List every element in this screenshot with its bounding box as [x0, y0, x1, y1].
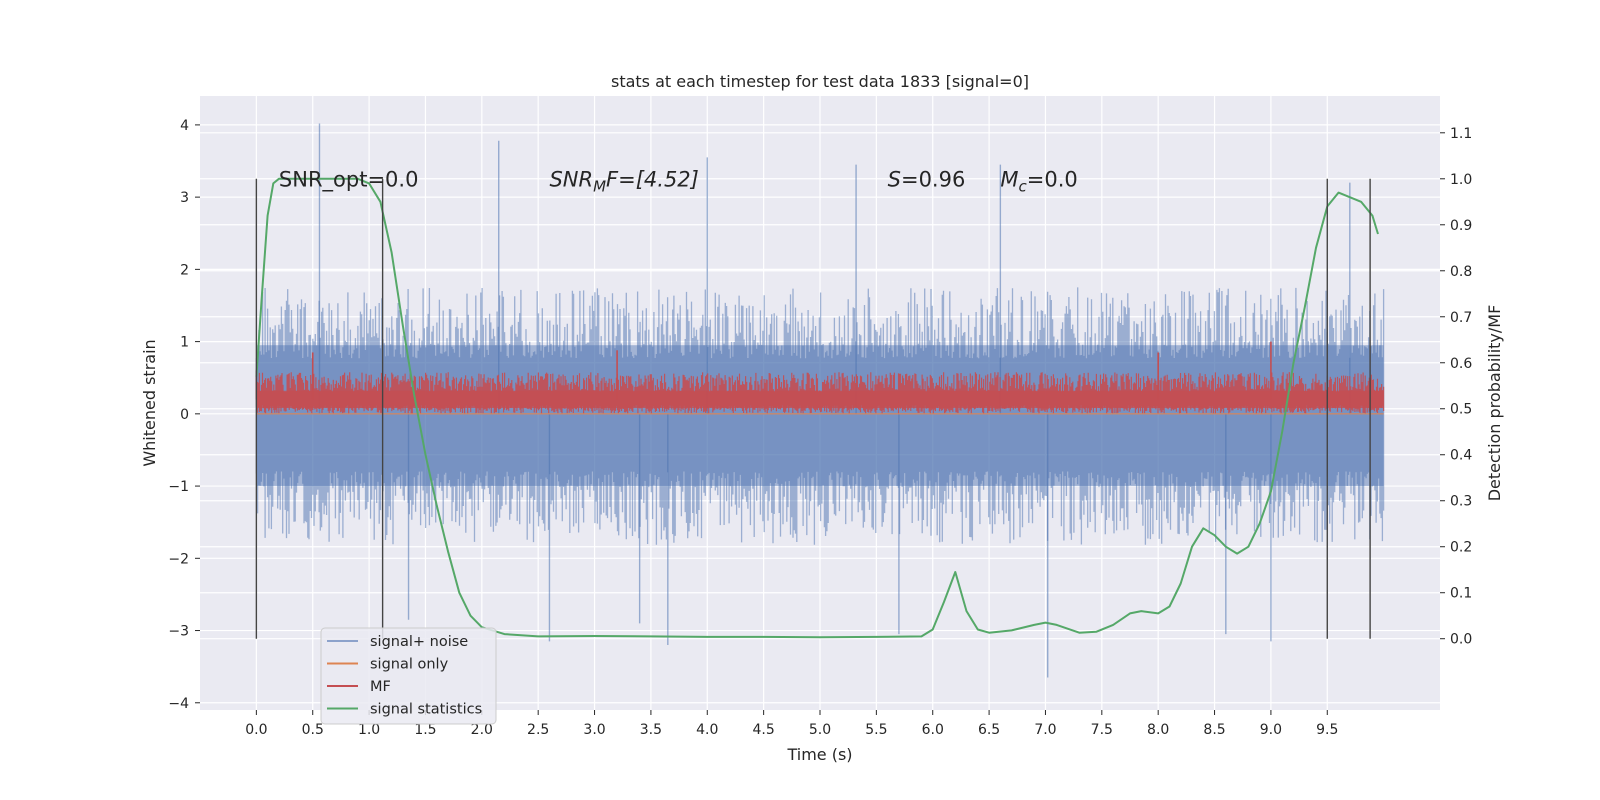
- y-tick-label: −3: [168, 624, 189, 640]
- x-tick-label: 7.5: [1091, 722, 1113, 738]
- x-tick-label: 9.5: [1316, 722, 1338, 738]
- y2-tick-label: 0.4: [1450, 448, 1472, 464]
- y2-tick-label: 0.0: [1450, 632, 1472, 648]
- y-tick-label: −4: [168, 696, 189, 712]
- y-tick-label: −1: [168, 479, 189, 495]
- y2-tick-label: 1.0: [1450, 172, 1472, 188]
- y2-tick-label: 0.2: [1450, 540, 1472, 556]
- annotation-1: SNRMF=[4.52]: [549, 167, 698, 195]
- y2-tick-label: 0.5: [1450, 402, 1472, 418]
- x-tick-label: 5.5: [865, 722, 887, 738]
- x-tick-label: 8.5: [1203, 722, 1225, 738]
- y2-tick-label: 0.3: [1450, 494, 1472, 510]
- y-tick-label: 0: [180, 407, 189, 423]
- x-tick-label: 0.5: [302, 722, 324, 738]
- annotation-2: S=0.96: [888, 167, 966, 191]
- mf-core-band: [256, 390, 1384, 409]
- y2-tick-label: 0.7: [1450, 310, 1472, 326]
- y2-tick-label: 0.6: [1450, 356, 1472, 372]
- x-tick-label: 5.0: [809, 722, 831, 738]
- x-tick-label: 2.0: [471, 722, 493, 738]
- y2-tick-label: 1.1: [1450, 126, 1472, 142]
- y2-tick-label: 0.9: [1450, 218, 1472, 234]
- x-tick-label: 6.0: [922, 722, 944, 738]
- signal-statistics-line: [255, 177, 1379, 639]
- vertical-markers: [255, 178, 1371, 639]
- annotations: SNR_opt=0.0 SNRMF=[4.52] S=0.96 Mc=0.0: [279, 167, 1078, 195]
- series-signal-statistics: [255, 177, 1379, 639]
- y2-tick-label: 0.8: [1450, 264, 1472, 280]
- y-tick-label: 2: [180, 262, 189, 278]
- y2-tick-label: 0.1: [1450, 586, 1472, 602]
- x-tick-label: 1.0: [358, 722, 380, 738]
- x-axis-label: Time (s): [786, 745, 852, 764]
- x-tick-label: 0.0: [245, 722, 267, 738]
- legend-entry: signal only: [370, 657, 449, 673]
- noise-core-band: [256, 345, 1384, 487]
- y-tick-label: −2: [168, 551, 189, 567]
- x-tick-label: 3.5: [640, 722, 662, 738]
- legend-box: [320, 627, 497, 725]
- legend-entry: MF: [370, 679, 391, 695]
- y-tick-label: 1: [180, 335, 189, 351]
- y-axis-label: Whitened strain: [140, 339, 159, 466]
- annotation-0: SNR_opt=0.0: [279, 167, 419, 192]
- x-tick-label: 2.5: [527, 722, 549, 738]
- series-signal-noise: [255, 123, 1385, 678]
- x-tick-label: 8.0: [1147, 722, 1169, 738]
- x-tick-label: 1.5: [414, 722, 436, 738]
- x-tick-label: 4.5: [753, 722, 775, 738]
- y-tick-label: 3: [180, 190, 189, 206]
- y-tick-label: 4: [180, 118, 189, 134]
- x-tick-label: 4.0: [696, 722, 718, 738]
- legend: signal+ noise signal only MF signal statist…: [320, 627, 497, 725]
- x-tick-label: 7.0: [1034, 722, 1056, 738]
- axis-ticks: 0.0 0.5 1.0 1.5 2.0 2.5 3.0 3.5 4.0 4.5 5.0 5.5 6.0 6…: [168, 118, 1472, 738]
- x-tick-label: 9.0: [1260, 722, 1282, 738]
- y2-axis-label: Detection probability/MF: [1485, 305, 1504, 502]
- legend-entry: signal+ noise: [370, 634, 468, 650]
- legend-entry: signal statistics: [370, 702, 482, 718]
- x-tick-label: 6.5: [978, 722, 1000, 738]
- x-tick-label: 3.0: [583, 722, 605, 738]
- chart-title: stats at each timestep for test data 183…: [611, 72, 1029, 91]
- annotation-3: Mc=0.0: [1000, 167, 1077, 195]
